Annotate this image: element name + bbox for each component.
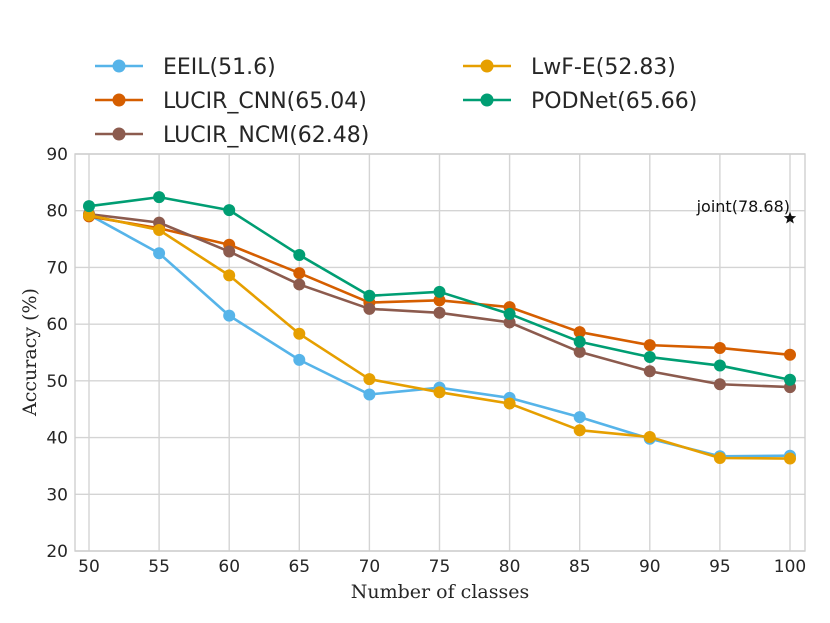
data-point [713,451,726,464]
y-tick-label: 70 [46,258,68,278]
y-tick-label: 40 [46,429,68,449]
data-point [713,378,726,391]
y-tick-label: 90 [46,145,68,165]
data-point [433,294,446,307]
x-tick-label: 65 [288,557,310,577]
data-point [153,191,166,204]
data-point [503,307,516,320]
legend-marker [480,93,494,107]
y-tick-label: 50 [46,372,68,392]
data-point [153,223,166,236]
data-point [293,267,306,280]
data-point [503,316,516,329]
data-point [293,278,306,291]
y-tick-label: 20 [46,542,68,562]
annotation-label: joint(78.68) [696,197,790,216]
x-tick-label: 95 [709,557,731,577]
data-point [363,302,376,315]
data-point [223,269,236,282]
legend-label: PODNet(65.66) [531,89,697,114]
data-point [643,365,656,378]
data-point [713,341,726,354]
data-point [784,452,796,465]
grid [75,153,805,552]
legend-entry: EEIL(51.6) [95,55,276,80]
legend-label: LUCIR_CNN(65.04) [163,89,367,114]
series [83,191,796,465]
legend-entry: PODNet(65.66) [463,89,697,114]
x-axis-ticks: 50 55 60 65 70 75 80 85 90 95 100 [78,557,806,577]
x-tick-label: 60 [218,557,240,577]
legend-marker [480,59,494,73]
x-axis-label: Number of classes [351,581,529,603]
x-tick-label: 55 [148,557,170,577]
y-tick-label: 80 [46,202,68,222]
data-point [643,431,656,444]
data-point [293,327,306,340]
data-point [784,348,796,361]
data-point [433,306,446,319]
data-point [293,248,306,261]
data-point [363,289,376,302]
x-tick-label: 85 [569,557,591,577]
legend-entry: LUCIR_NCM(62.48) [95,123,369,148]
data-point [83,209,95,222]
y-tick-label: 30 [46,485,68,505]
data-point [363,388,376,401]
data-point [643,339,656,352]
data-point [643,351,656,364]
x-tick-label: 100 [774,557,806,577]
data-point [223,309,236,322]
legend-marker [112,59,126,73]
data-point [573,424,586,437]
x-tick-label: 70 [359,557,381,577]
data-point [153,247,166,260]
legend-label: LwF-E(52.83) [531,55,676,80]
data-point [83,200,95,213]
annotations: joint(78.68) [696,197,797,224]
star-marker [783,211,797,224]
data-point [223,204,236,217]
y-axis-label: Accuracy (%) [19,288,41,417]
y-axis-ticks: 20 30 40 50 60 70 80 90 [46,145,68,562]
data-point [573,335,586,348]
legend-entry: LUCIR_CNN(65.04) [95,89,367,114]
legend: EEIL(51.6) LUCIR_CNN(65.04) LUCIR_NCM(62.4… [95,55,697,148]
series-podnet [83,191,796,386]
y-tick-label: 60 [46,315,68,335]
data-point [433,285,446,298]
series-lwf-e [83,209,796,465]
x-tick-label: 90 [639,557,661,577]
legend-entry: LwF-E(52.83) [463,55,676,80]
legend-label: LUCIR_NCM(62.48) [163,123,369,148]
x-tick-label: 50 [78,557,100,577]
data-point [223,245,236,258]
data-point [363,373,376,386]
x-tick-label: 80 [499,557,521,577]
data-point [433,386,446,399]
data-point [784,373,796,386]
data-point [573,345,586,358]
legend-marker [112,93,126,107]
data-point [713,359,726,372]
legend-label: EEIL(51.6) [163,55,276,80]
data-point [293,353,306,366]
data-point [573,326,586,339]
data-point [573,411,586,424]
data-point [503,397,516,410]
x-tick-label: 75 [429,557,451,577]
plot-frame [74,153,806,552]
legend-marker [112,127,126,141]
